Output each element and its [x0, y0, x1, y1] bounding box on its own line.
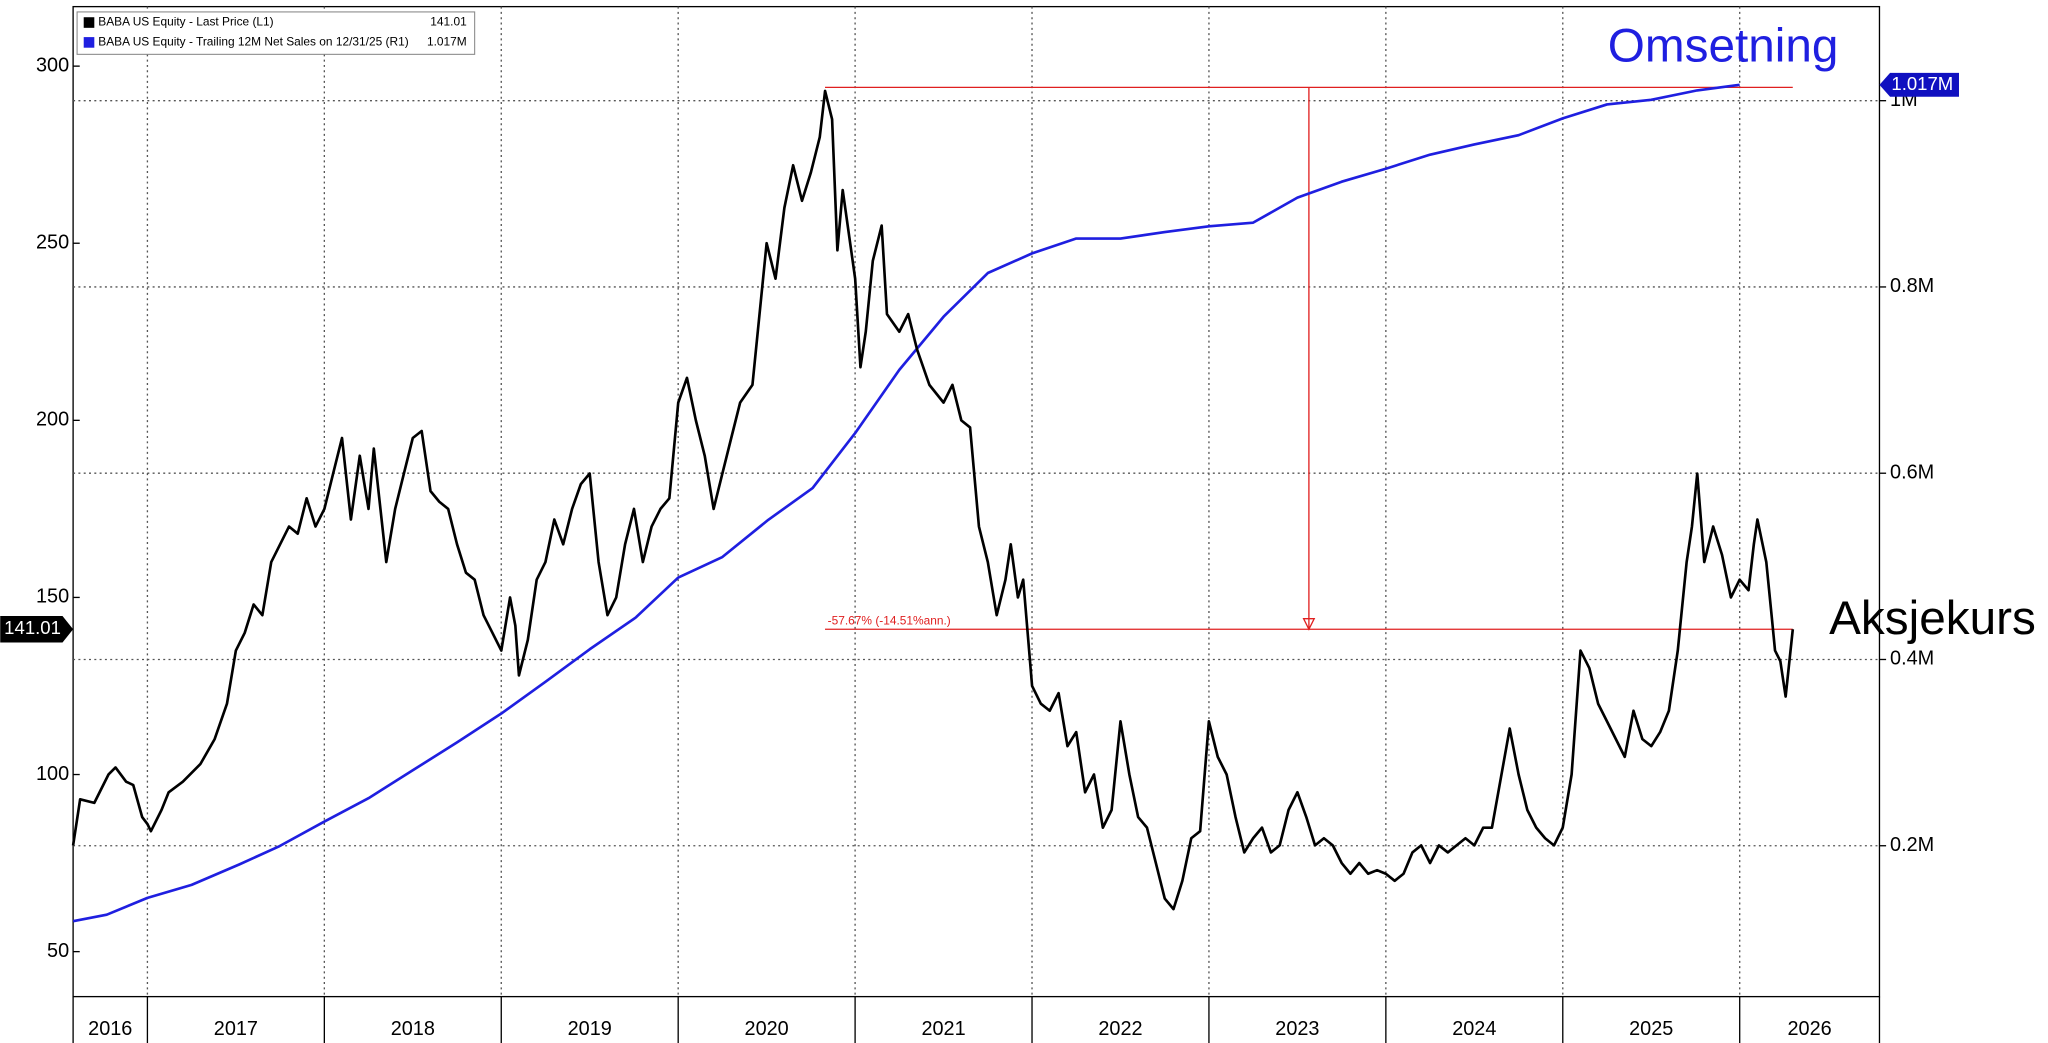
legend-value: 141.01 [430, 15, 467, 29]
last-value-tag [0, 616, 74, 643]
series-line [71, 89, 1795, 911]
y-tick-label: 150 [36, 586, 69, 608]
y-tick-label: 200 [36, 409, 69, 431]
legend-label: BABA US Equity - Last Price (L1) [98, 15, 273, 29]
y-tick-label: 100 [36, 763, 69, 785]
series-line [72, 83, 1740, 923]
y2-tick-label: 0.2M [1890, 834, 1934, 856]
legend-box [76, 11, 476, 55]
x-tick-label: 2022 [1098, 1018, 1142, 1040]
x-tick-label: 2024 [1452, 1018, 1496, 1040]
x-tick-label: 2023 [1275, 1018, 1319, 1040]
legend-swatch [83, 37, 95, 48]
y-tick-label: 50 [47, 940, 69, 962]
annotation: Omsetning [1608, 20, 1839, 73]
legend-value: 1.017M [427, 35, 467, 49]
y-tick-label: 250 [36, 231, 69, 253]
last-value-label: 141.01 [4, 617, 61, 638]
x-tick-label: 2018 [391, 1018, 435, 1040]
last-value-label: 1.017M [1891, 73, 1953, 94]
x-tick-label: 2025 [1629, 1018, 1673, 1040]
y-tick-label: 300 [36, 54, 69, 76]
legend-swatch [83, 17, 95, 28]
x-tick-label: 2017 [214, 1018, 258, 1040]
annotation: Aksjekurs [1829, 592, 2036, 645]
measure-label: -57.67% (-14.51%ann.) [828, 613, 951, 627]
legend-label: BABA US Equity - Trailing 12M Net Sales … [98, 35, 408, 49]
last-value-tag [1879, 72, 1959, 97]
plot-frame [72, 5, 1881, 998]
measure-arrow-head [1302, 618, 1316, 631]
x-tick-label: 2026 [1787, 1018, 1831, 1040]
y2-tick-label: 0.6M [1890, 461, 1934, 483]
x-tick-label: 2020 [745, 1018, 789, 1040]
y2-tick-label: 0.8M [1890, 275, 1934, 297]
x-tick-label: 2021 [921, 1018, 965, 1040]
x-tick-label: 2016 [88, 1018, 132, 1040]
x-tick-label: 2019 [568, 1018, 612, 1040]
y2-tick-label: 0.4M [1890, 648, 1934, 670]
